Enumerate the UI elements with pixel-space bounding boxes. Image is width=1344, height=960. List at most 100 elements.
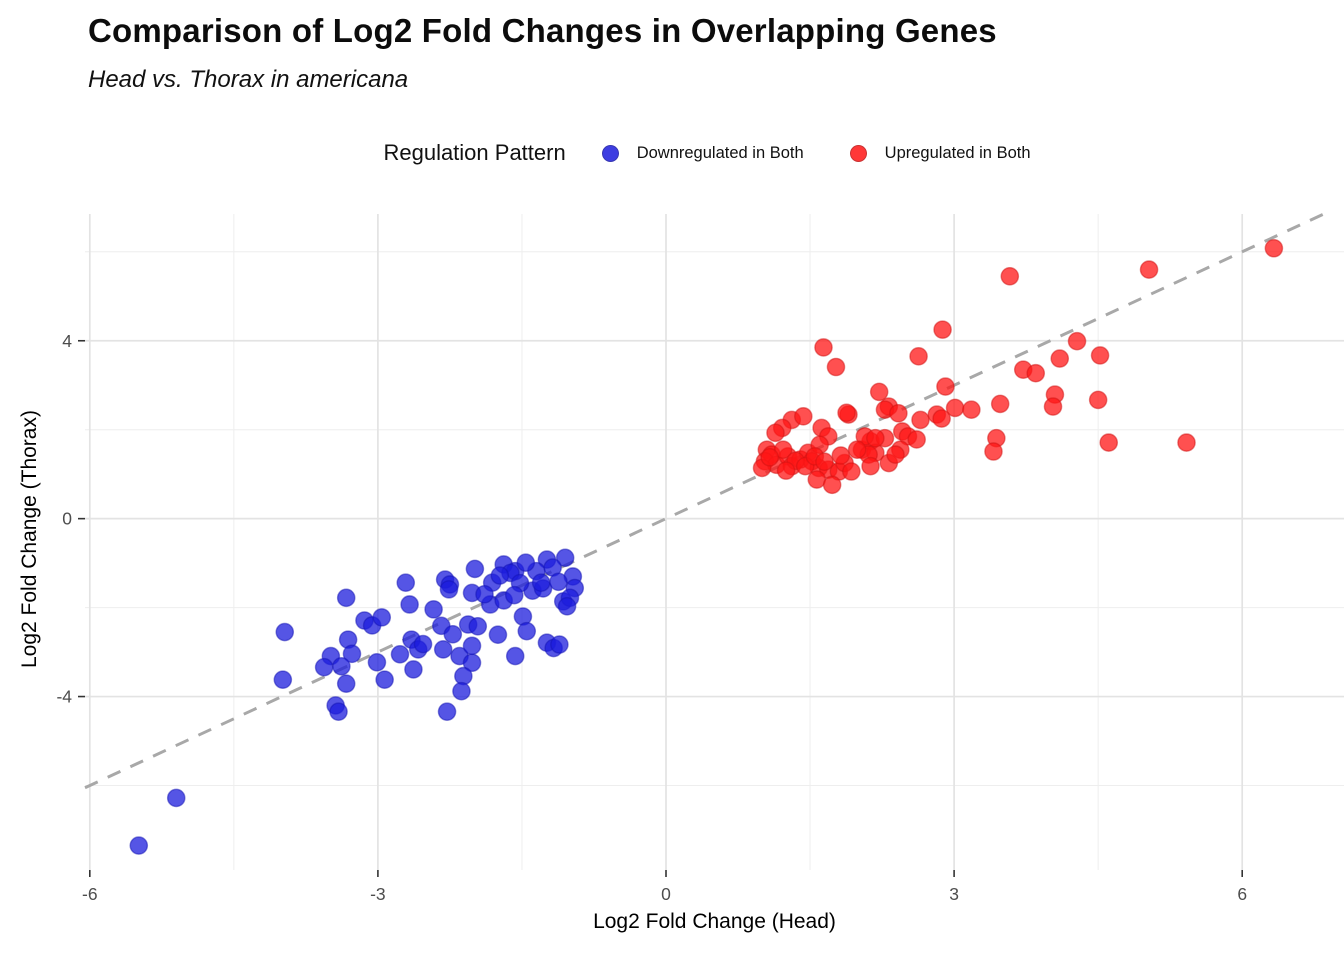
data-point-upregulated	[822, 475, 842, 495]
data-point-upregulated	[962, 400, 981, 419]
x-tick-label: 6	[1237, 884, 1247, 904]
data-point-downregulated	[166, 788, 186, 808]
data-point-upregulated	[776, 461, 796, 480]
data-point-upregulated	[831, 446, 851, 465]
data-point-downregulated	[468, 616, 488, 636]
data-point-upregulated	[889, 403, 908, 423]
data-point-upregulated	[869, 382, 889, 402]
legend-items: Downregulated in Both Upregulated in Bot…	[601, 143, 1031, 163]
legend-label: Downregulated in Both	[636, 143, 804, 162]
data-point-upregulated	[826, 357, 846, 377]
x-tick-label: 0	[661, 884, 671, 904]
data-point-upregulated	[1090, 346, 1110, 365]
data-point-downregulated	[375, 670, 394, 689]
data-point-upregulated	[907, 430, 926, 449]
data-point-upregulated	[1043, 397, 1063, 416]
data-point-upregulated	[837, 403, 856, 423]
data-point-upregulated	[794, 407, 813, 426]
data-point-upregulated	[911, 410, 930, 430]
data-point-upregulated	[1099, 433, 1119, 452]
blue-dot-icon	[601, 144, 619, 162]
page-title: Comparison of Log2 Fold Changes in Overl…	[88, 12, 997, 49]
data-point-upregulated	[866, 428, 885, 448]
x-tick-label: 3	[949, 884, 959, 904]
data-point-downregulated	[504, 585, 524, 605]
data-point-downregulated	[336, 674, 356, 693]
data-point-downregulated	[517, 621, 537, 641]
data-point-downregulated	[443, 624, 463, 644]
data-point-upregulated	[1177, 433, 1196, 452]
data-point-upregulated	[1026, 363, 1046, 383]
data-point-downregulated	[336, 588, 356, 608]
data-point-downregulated	[505, 646, 525, 666]
y-tick-label: 4	[62, 331, 72, 351]
data-point-downregulated	[404, 660, 423, 679]
data-point-downregulated	[439, 580, 459, 599]
identity-line	[84, 212, 1325, 790]
red-dot-icon	[849, 144, 867, 162]
data-point-downregulated	[437, 702, 457, 721]
data-point-downregulated	[400, 595, 419, 614]
data-point-downregulated	[433, 640, 453, 659]
data-point-downregulated	[462, 636, 482, 656]
data-point-downregulated	[413, 634, 433, 654]
data-point-upregulated	[1264, 238, 1284, 258]
data-point-upregulated	[909, 347, 928, 366]
legend-title: Regulation Pattern	[383, 140, 566, 165]
data-point-upregulated	[842, 462, 861, 481]
data-point-upregulated	[1088, 390, 1108, 410]
legend: Regulation Pattern Downregulated in Both…	[70, 133, 1344, 173]
data-point-downregulated	[372, 608, 392, 627]
data-point-downregulated	[129, 836, 149, 855]
data-point-downregulated	[314, 657, 334, 677]
data-point-upregulated	[766, 423, 785, 443]
data-point-upregulated	[886, 445, 905, 464]
data-point-downregulated	[424, 600, 443, 619]
data-point-downregulated	[555, 548, 575, 568]
data-point-downregulated	[516, 553, 536, 572]
data-point-downregulated	[342, 644, 362, 664]
x-tick-label: -6	[82, 884, 98, 904]
data-point-downregulated	[390, 644, 410, 664]
y-tick-label: 0	[62, 509, 72, 529]
data-point-downregulated	[454, 666, 473, 686]
data-point-downregulated	[490, 566, 510, 585]
data-point-downregulated	[367, 653, 387, 672]
data-point-downregulated	[452, 681, 471, 701]
y-axis-title: Log2 Fold Change (Thorax)	[18, 410, 41, 668]
legend-label: Upregulated in Both	[884, 143, 1031, 162]
data-point-upregulated	[815, 452, 834, 472]
data-point-downregulated	[465, 559, 485, 579]
data-point-downregulated	[557, 596, 577, 616]
y-tick-label: -4	[56, 687, 72, 707]
data-point-upregulated	[814, 338, 833, 357]
data-point-upregulated	[1000, 266, 1020, 286]
x-tick-label: -3	[370, 884, 386, 904]
data-point-upregulated	[1050, 349, 1070, 368]
data-point-downregulated	[550, 635, 569, 654]
data-point-upregulated	[1067, 331, 1087, 351]
data-point-downregulated	[275, 622, 295, 642]
data-point-upregulated	[936, 377, 955, 396]
data-point-upregulated	[933, 320, 952, 339]
data-point-upregulated	[760, 447, 780, 467]
data-point-upregulated	[984, 442, 1003, 461]
data-point-downregulated	[475, 584, 494, 604]
page-subtitle: Head vs. Thorax in americana	[88, 66, 409, 93]
data-point-downregulated	[329, 702, 348, 721]
legend-item-upregulated: Upregulated in Both	[849, 143, 1031, 163]
legend-item-downregulated: Downregulated in Both	[601, 143, 804, 163]
data-point-upregulated	[847, 440, 867, 460]
data-point-upregulated	[932, 409, 951, 428]
data-point-upregulated	[861, 456, 880, 476]
x-axis-title: Log2 Fold Change (Head)	[593, 910, 836, 933]
data-point-downregulated	[549, 572, 568, 592]
data-point-downregulated	[332, 657, 351, 676]
data-point-downregulated	[488, 625, 508, 645]
data-point-upregulated	[1139, 260, 1159, 279]
data-point-downregulated	[273, 670, 293, 689]
data-point-downregulated	[396, 573, 416, 592]
data-point-downregulated	[531, 573, 551, 592]
